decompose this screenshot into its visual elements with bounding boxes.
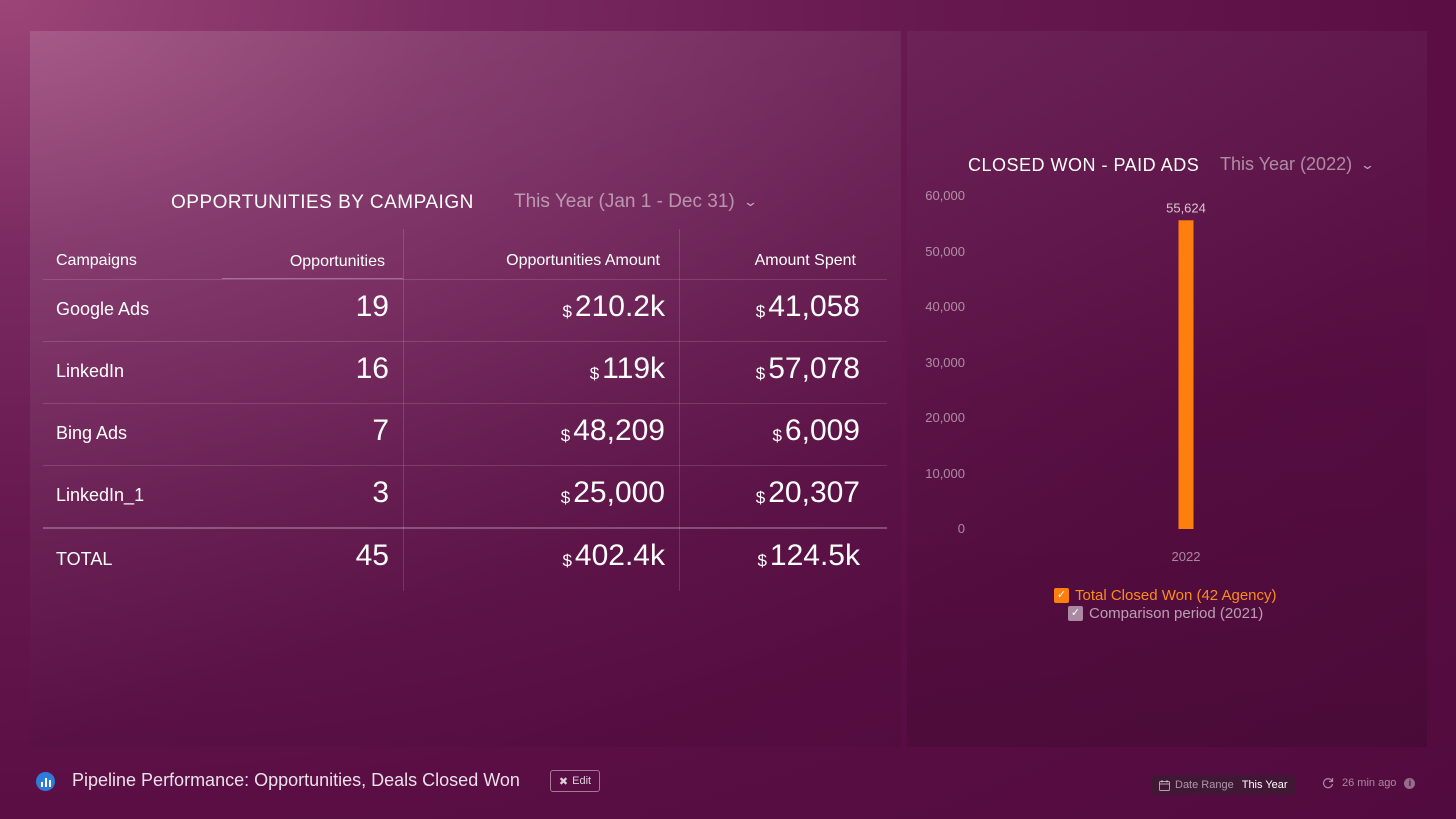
y-tick-label: 30,000 xyxy=(925,354,965,370)
close-x-icon: ✖ xyxy=(558,775,569,788)
column-divider xyxy=(403,229,404,591)
edit-button[interactable]: ✖ Edit xyxy=(550,770,600,792)
total-divider xyxy=(43,527,887,529)
opportunities-period-label: This Year (Jan 1 - Dec 31) xyxy=(514,191,735,212)
checkbox-checked-icon[interactable]: ✓ xyxy=(1068,606,1083,621)
opportunities-count: 3 xyxy=(372,476,389,509)
campaign-name: LinkedIn_1 xyxy=(56,485,145,505)
opportunities-widget-title: OPPORTUNITIES BY CAMPAIGN xyxy=(171,192,474,213)
sort-indicator-line xyxy=(222,278,403,279)
closed-won-period-label: This Year (2022) xyxy=(1220,154,1353,174)
y-tick-label: 0 xyxy=(957,521,965,536)
opportunities-count: 19 xyxy=(355,290,389,323)
last-updated: 26 min ago i xyxy=(1322,777,1416,789)
databox-logo-icon xyxy=(36,772,55,791)
bar-data-label: 55,624 xyxy=(1166,200,1206,215)
header-divider xyxy=(43,279,887,280)
opportunities-count: 16 xyxy=(355,352,389,385)
closed-won-bar-chart: 60,000 50,000 40,000 30,000 20,000 10,000 0 55… xyxy=(915,185,1415,575)
chevron-down-icon: ⌄ xyxy=(1359,156,1376,172)
total-opportunities: 45 xyxy=(355,539,389,572)
y-tick-label: 60,000 xyxy=(925,188,965,203)
legend-comparison-period[interactable]: ✓ Comparison period (2021) xyxy=(1068,605,1263,622)
amount-spent: $20,307 xyxy=(755,476,860,509)
col-header-opportunities-amount[interactable]: Opportunities Amount xyxy=(506,252,660,269)
last-updated-text: 26 min ago xyxy=(1342,777,1397,789)
col-header-opportunities[interactable]: Opportunities xyxy=(289,253,385,270)
calendar-icon xyxy=(1159,779,1170,791)
col-header-amount-spent[interactable]: Amount Spent xyxy=(754,252,856,269)
y-tick-label: 40,000 xyxy=(925,299,965,314)
total-opportunities-amount: $402.4k xyxy=(562,539,665,572)
campaign-name: Bing Ads xyxy=(56,423,128,443)
y-tick-label: 50,000 xyxy=(925,243,965,259)
opportunities-amount: $119k xyxy=(589,352,665,385)
checkbox-checked-icon[interactable]: ✓ xyxy=(1054,588,1069,603)
opportunities-period-dropdown[interactable]: This Year (Jan 1 - Dec 31) ⌄ xyxy=(514,191,758,213)
row-divider xyxy=(43,341,887,342)
amount-spent: $57,078 xyxy=(755,352,860,385)
col-header-campaigns[interactable]: Campaigns xyxy=(56,252,137,269)
row-divider xyxy=(43,403,887,404)
column-divider xyxy=(679,229,680,591)
chart-plot: 55,624 2022 xyxy=(1166,200,1206,564)
legend-label: Total Closed Won (42 Agency) xyxy=(1075,587,1277,604)
date-range-label: Date Range xyxy=(1175,779,1234,791)
total-label: TOTAL xyxy=(56,549,113,569)
legend-label: Comparison period (2021) xyxy=(1089,605,1264,622)
opportunities-amount: $48,209 xyxy=(560,414,665,447)
closed-won-widget-title: CLOSED WON - PAID ADS xyxy=(968,155,1200,175)
y-tick-label: 20,000 xyxy=(925,410,965,425)
refresh-icon[interactable] xyxy=(1322,777,1334,789)
chevron-down-icon: ⌄ xyxy=(742,194,758,209)
y-axis: 60,000 50,000 40,000 30,000 20,000 10,000 0 xyxy=(915,185,965,575)
total-amount-spent: $124.5k xyxy=(757,539,860,572)
date-range-chip[interactable]: Date Range This Year xyxy=(1152,775,1295,795)
closed-won-widget xyxy=(907,31,1427,747)
opportunities-amount: $25,000 xyxy=(560,476,665,509)
row-divider xyxy=(43,465,887,466)
closed-won-period-dropdown[interactable]: This Year (2022) ⌄ xyxy=(1220,154,1376,175)
y-tick-label: 10,000 xyxy=(925,465,965,481)
campaign-name: Google Ads xyxy=(56,299,150,319)
opportunities-widget xyxy=(30,31,901,747)
opportunities-count: 7 xyxy=(372,414,389,447)
date-range-value: This Year xyxy=(1241,779,1288,791)
x-tick-label: 2022 xyxy=(1172,549,1201,564)
opportunities-amount: $210.2k xyxy=(562,290,665,323)
amount-spent: $41,058 xyxy=(755,290,860,323)
info-icon[interactable]: i xyxy=(1404,777,1416,789)
edit-button-label: Edit xyxy=(572,775,592,787)
amount-spent: $6,009 xyxy=(772,414,860,447)
bar-total-closed-won[interactable] xyxy=(1178,220,1194,529)
campaign-name: LinkedIn xyxy=(56,361,125,381)
legend-total-closed-won[interactable]: ✓ Total Closed Won (42 Agency) xyxy=(1054,587,1277,604)
dashboard-title: Pipeline Performance: Opportunities, Dea… xyxy=(72,770,520,790)
